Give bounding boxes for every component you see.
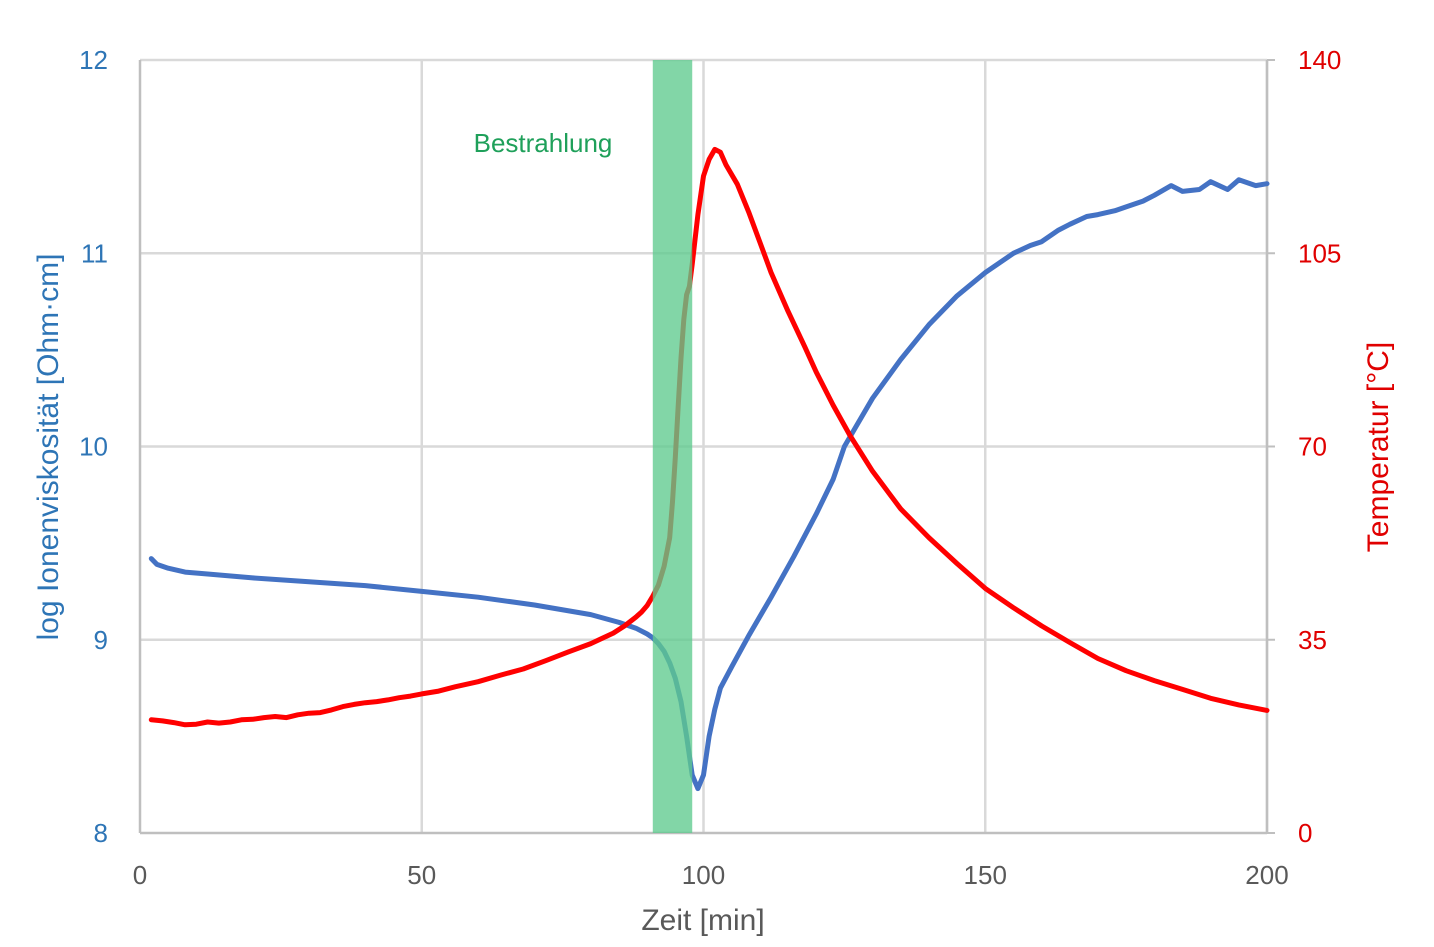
y-right-tick-label: 70 [1298, 432, 1327, 462]
y-left-tick-label: 8 [94, 818, 108, 848]
y-left-axis-title: log Ionenviskosität [Ohm·cm] [32, 254, 65, 641]
x-tick-label: 150 [964, 860, 1007, 890]
viscosity-line [148, 177, 1270, 792]
y-right-tick-label: 140 [1298, 45, 1341, 75]
axes [138, 59, 1275, 835]
annotation-band [652, 60, 693, 833]
y-left-tick-label: 11 [81, 238, 108, 268]
y-right-axis-title: Temperatur [°C] [1362, 342, 1395, 552]
x-tick-label: 100 [682, 860, 725, 890]
y-right-tick-label: 0 [1298, 818, 1312, 848]
y-left-tick-label: 10 [79, 432, 108, 462]
x-axis-title: Zeit [min] [641, 904, 764, 937]
y-right-tick-label: 35 [1298, 625, 1327, 655]
x-tick-label: 50 [407, 860, 436, 890]
y-right-tick-label: 105 [1298, 238, 1341, 268]
y-left-tick-label: 9 [94, 625, 108, 655]
y-left-tick-label: 12 [79, 45, 108, 75]
x-tick-label: 200 [1245, 860, 1288, 890]
series-lines [148, 60, 1270, 833]
x-tick-label: 0 [133, 860, 147, 890]
tick-labels: 0 50 100 150 200 8 9 10 11 12 0 35 70 105 140 [79, 45, 1341, 890]
annotation-label: Bestrahlung [474, 128, 613, 158]
